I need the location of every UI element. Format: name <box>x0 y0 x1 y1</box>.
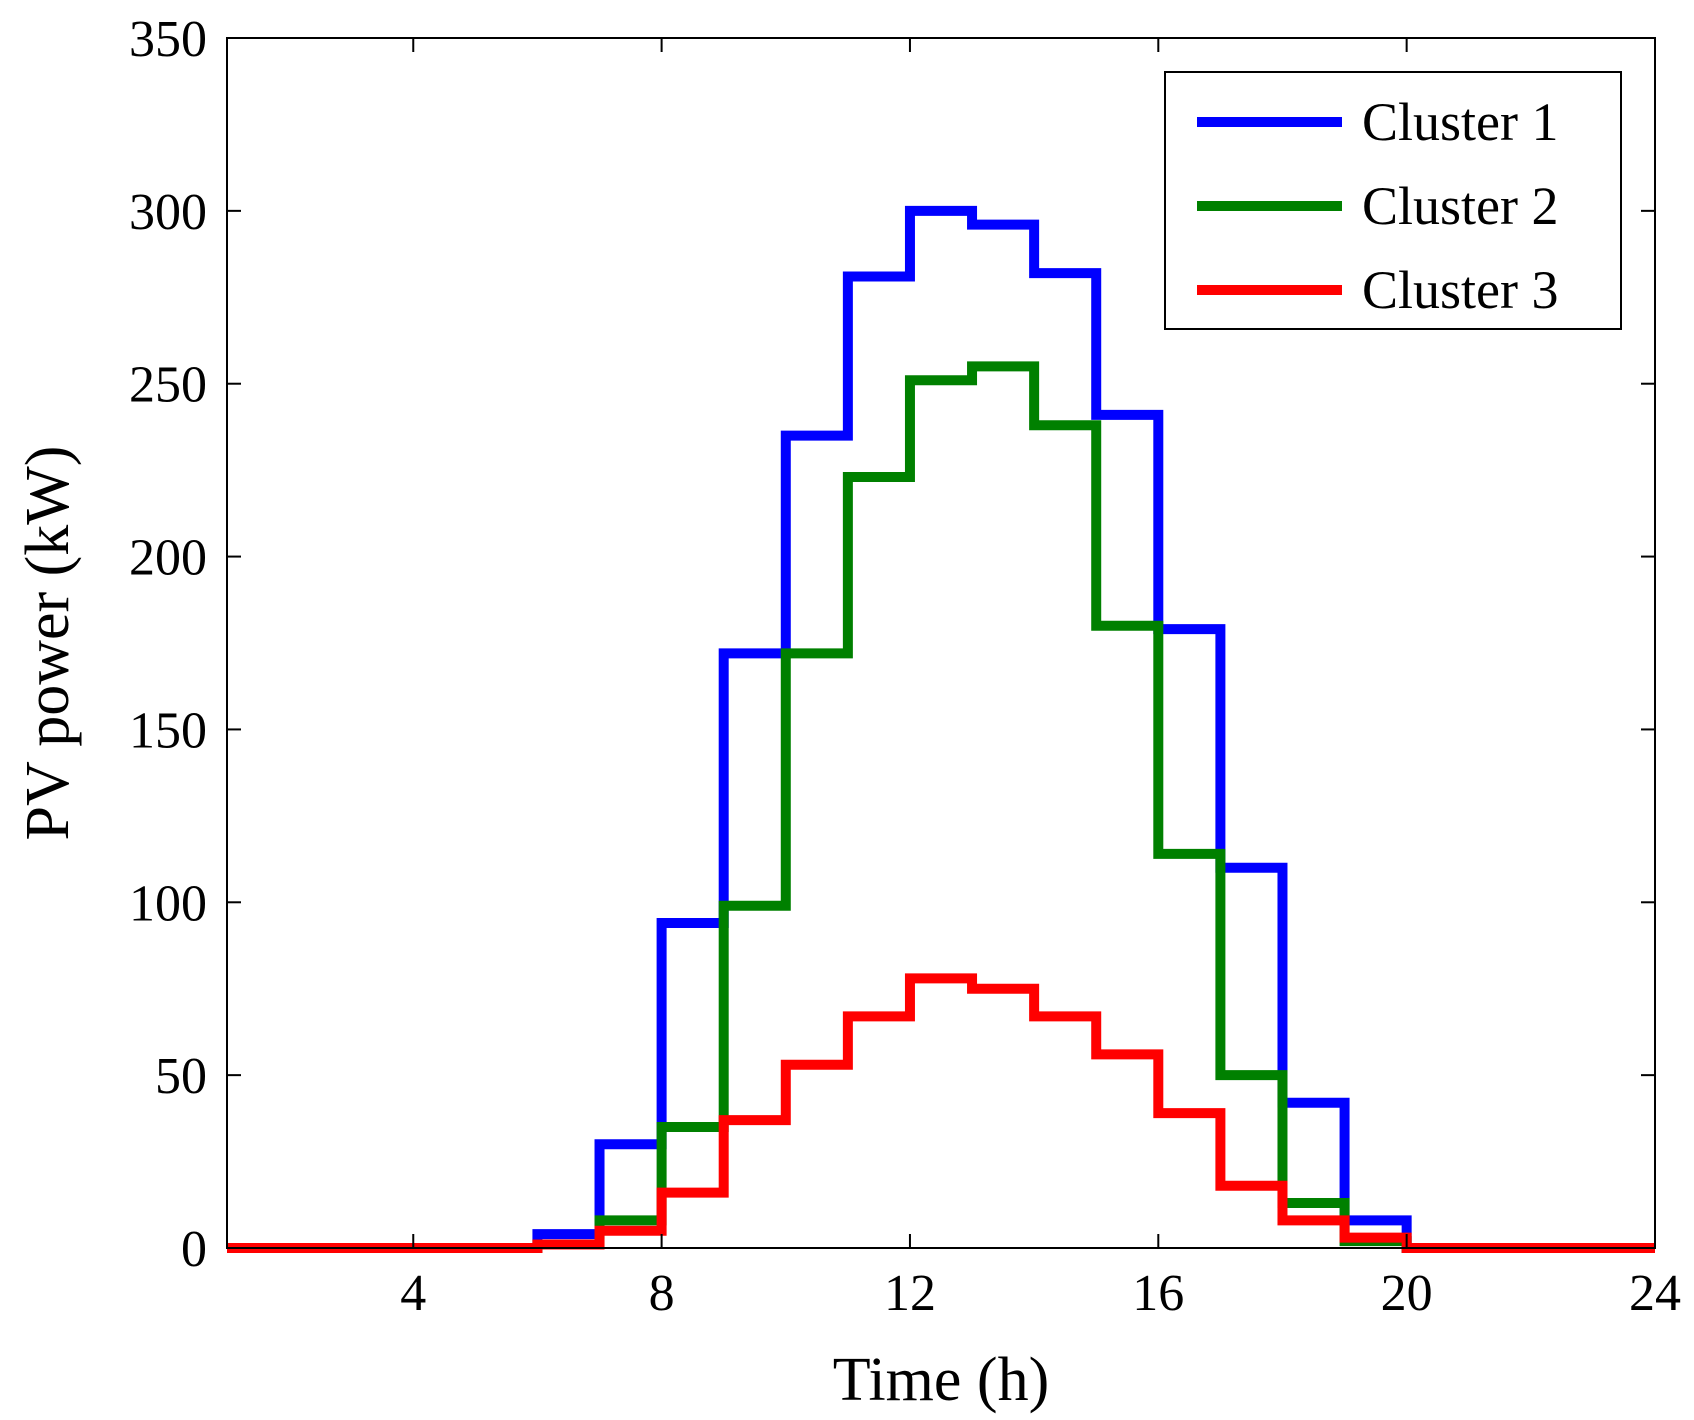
legend-label-2: Cluster 2 <box>1362 176 1559 236</box>
x-tick-label: 24 <box>1629 1265 1681 1322</box>
y-axis-label: PV power (kW) <box>14 446 82 841</box>
legend: Cluster 1 Cluster 2 Cluster 3 <box>1164 71 1622 330</box>
legend-label-1: Cluster 1 <box>1362 92 1559 152</box>
x-tick-label: 20 <box>1381 1265 1433 1322</box>
y-tick-label: 350 <box>129 11 207 68</box>
y-tick-label: 50 <box>155 1048 207 1105</box>
x-tick-label: 4 <box>400 1265 426 1322</box>
series-line-1 <box>227 205 1655 1253</box>
x-tick-label: 12 <box>884 1265 936 1322</box>
series-layer <box>227 205 1655 1253</box>
x-tick-label: 16 <box>1132 1265 1184 1322</box>
y-tick-label: 0 <box>181 1221 207 1278</box>
y-tick-label: 150 <box>129 702 207 759</box>
ticks-layer: 4 8 12 16 20 24 0 50 100 150 200 250 300 350 <box>129 11 1681 1322</box>
y-tick-label: 250 <box>129 357 207 414</box>
axes-frame <box>226 37 1656 1249</box>
x-axis-label: Time (h) <box>833 1346 1049 1414</box>
axes-layer <box>226 37 1656 1249</box>
legend-label-3: Cluster 3 <box>1362 260 1559 320</box>
y-tick-label: 200 <box>129 530 207 587</box>
y-tick-label: 100 <box>129 875 207 932</box>
y-tick-label: 300 <box>129 184 207 241</box>
x-tick-label: 8 <box>649 1265 675 1322</box>
series-line-3 <box>227 973 1655 1253</box>
